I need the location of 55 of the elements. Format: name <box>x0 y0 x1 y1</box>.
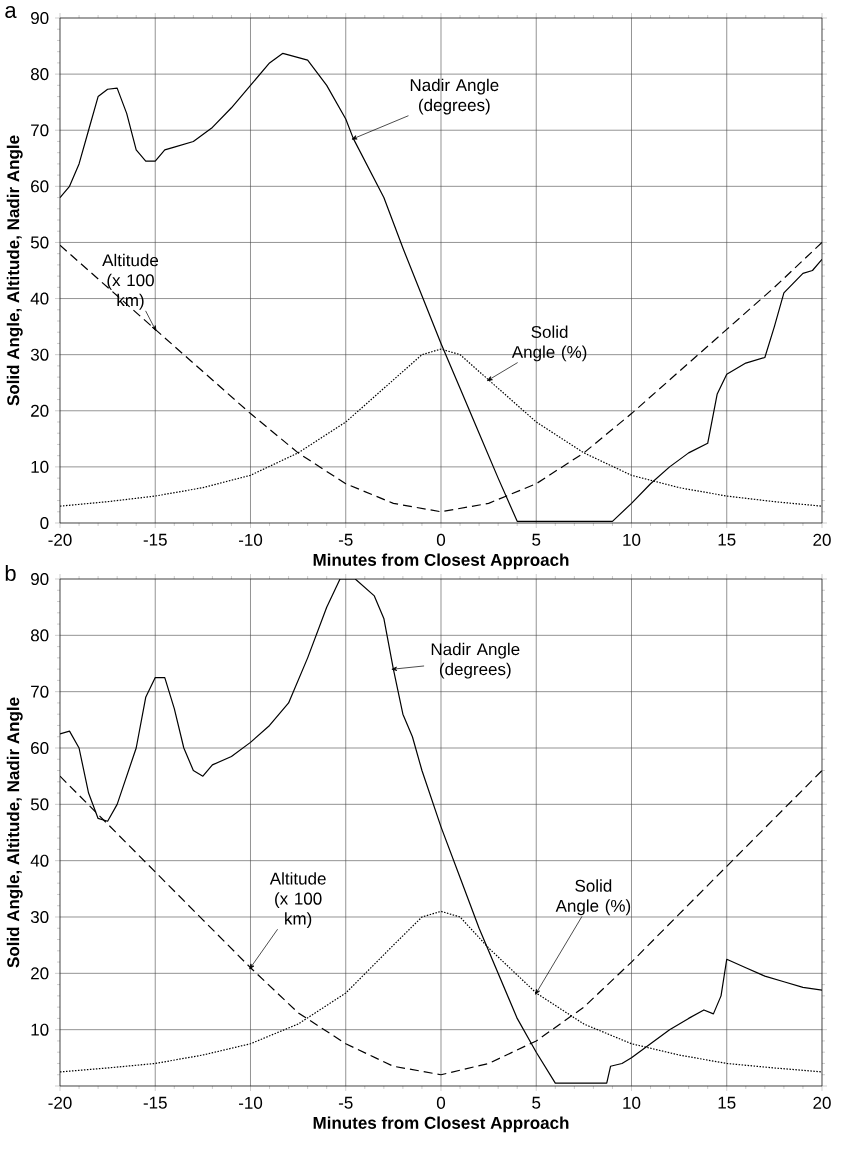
x-tick-label: -20 <box>48 533 72 546</box>
y-tick-label: 90 <box>31 572 49 586</box>
y-tick-label: 10 <box>31 1023 49 1036</box>
point <box>391 666 398 671</box>
x-tick-label: 5 <box>532 1096 541 1109</box>
y-tick-label: 80 <box>30 629 49 642</box>
x-tick-label: 20 <box>813 1096 831 1109</box>
x-tick-label: -10 <box>238 533 263 546</box>
y-tick-label: 90 <box>31 11 49 25</box>
y-tick-label: 70 <box>31 685 49 698</box>
x-tick-label: 10 <box>623 1096 641 1109</box>
y-tick-label: 30 <box>30 910 49 924</box>
annotation: Altitude (x 100 km) <box>269 872 326 929</box>
annotation: Solid Angle (%) <box>555 879 631 916</box>
x-axis-title: Minutes from Closest Approach <box>313 1116 569 1133</box>
x-tick-label: 15 <box>718 533 736 546</box>
point <box>151 325 157 332</box>
point <box>535 988 540 995</box>
x-tick-label: 0 <box>436 1096 446 1109</box>
x-tick-label: -20 <box>48 1096 72 1109</box>
y-tick-label: 50 <box>30 236 49 249</box>
x-tick-label: -5 <box>338 1096 353 1109</box>
annotation: Nadir Angle (degrees) <box>431 642 520 679</box>
x-tick-label: 10 <box>623 533 641 546</box>
point <box>486 376 493 382</box>
y-tick-label: 50 <box>30 798 49 811</box>
annotation: Solid Angle (%) <box>511 325 587 362</box>
y-tick-label: 40 <box>30 854 49 867</box>
y-tick-label: 70 <box>31 124 49 137</box>
y-tick-label: 80 <box>30 68 49 81</box>
y-axis-title: Solid Angle, Altitude, Nadir Angle <box>6 697 23 968</box>
y-tick-label: 20 <box>31 967 49 980</box>
x-tick-label: -5 <box>338 533 353 546</box>
y-tick-label: 20 <box>31 404 49 417</box>
annotation: Altitude (x 100 km) <box>102 253 159 310</box>
x-tick-label: -15 <box>143 533 167 546</box>
y-axis-title: Solid Angle, Altitude, Nadir Angle <box>6 135 23 406</box>
chart-title: a <box>5 5 17 19</box>
chart-title: b <box>5 564 16 582</box>
x-tick-label: 15 <box>718 1096 736 1109</box>
point <box>249 963 255 970</box>
y-tick-label: 10 <box>31 460 49 473</box>
y-tick-label: 40 <box>30 292 49 305</box>
x-tick-label: 0 <box>436 533 446 546</box>
x-tick-label: 5 <box>532 533 541 546</box>
y-tick-label: 60 <box>31 741 49 755</box>
point <box>351 135 358 140</box>
y-tick-label: 0 <box>40 516 49 530</box>
y-tick-label: 60 <box>31 180 49 193</box>
y-tick-label: 30 <box>30 348 49 361</box>
x-tick-label: -10 <box>238 1096 263 1109</box>
x-axis-title: Minutes from Closest Approach <box>313 553 569 570</box>
x-tick-label: -15 <box>143 1096 167 1109</box>
x-tick-label: 20 <box>813 533 831 546</box>
annotation: Nadir Angle (degrees) <box>410 78 499 115</box>
